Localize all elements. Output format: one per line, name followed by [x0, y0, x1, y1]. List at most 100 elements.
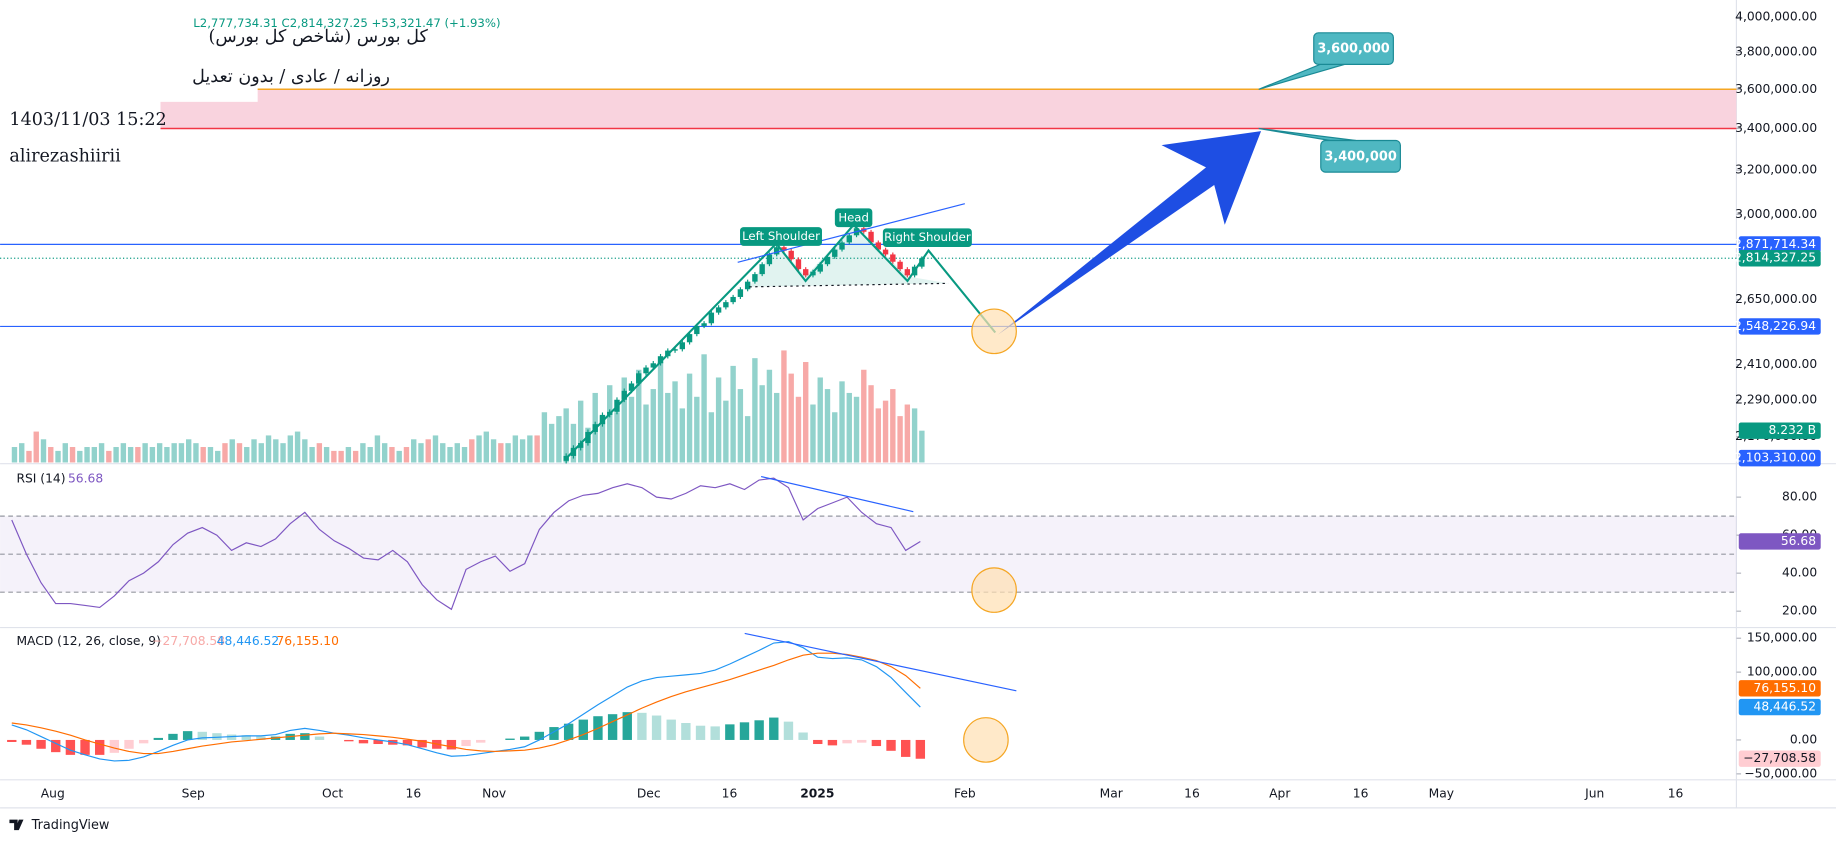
volume-bar [911, 408, 918, 463]
y-tick-label: 3,000,000.00 [1735, 207, 1817, 221]
candle-body [672, 349, 678, 351]
candle-body [919, 258, 925, 267]
macd-histogram-bar [505, 738, 515, 740]
macd-histogram-bar [182, 731, 193, 740]
axis-tag [1738, 680, 1821, 697]
volume-bar [548, 423, 555, 463]
volume-bar [62, 443, 68, 463]
volume-bar [287, 435, 294, 463]
axis-tag-label: 2,548,226.94 [1734, 319, 1816, 333]
rsi-title: RSI (14) [16, 471, 65, 485]
macd-histogram-bar [857, 739, 867, 743]
macd-histogram-bar [813, 739, 823, 745]
candle-body [839, 242, 845, 250]
macd-histogram-bar [622, 712, 632, 740]
macd-value: 48,446.52 [217, 634, 280, 648]
volume-bar [323, 447, 330, 463]
volume-bar [33, 431, 39, 463]
candle-body [788, 250, 794, 260]
logo [9, 819, 24, 831]
candle-body [708, 312, 715, 324]
macd-histogram-bar [769, 717, 779, 740]
axis-tag [1738, 750, 1821, 767]
candle-body [577, 443, 584, 448]
volume-bar [730, 365, 736, 463]
volume-bar [672, 381, 678, 463]
candle-body [890, 254, 896, 262]
volume-bar [106, 450, 112, 463]
x-tick-label: Jun [1584, 786, 1604, 800]
callout-box [1320, 139, 1401, 173]
macd-line [11, 641, 921, 762]
x-tick-label: 16 [1668, 786, 1684, 800]
drawings: Left Shoulder Head Right Shoulder [564, 131, 1262, 763]
volume-bar [164, 447, 170, 463]
volume-bar [273, 439, 279, 463]
x-tick-label: 16 [1353, 786, 1369, 800]
volume-bar [563, 408, 569, 463]
candle-body [766, 254, 773, 265]
y-tick-label: 80.00 [1782, 490, 1817, 504]
volume-bar [469, 439, 475, 463]
macd-histogram-bar [534, 731, 545, 740]
volume-bar [149, 447, 156, 463]
volume-bar [461, 447, 468, 463]
volume-bar [345, 447, 352, 463]
y-tick-label: 150,000.00 [1747, 631, 1817, 645]
callout-label: 3,600,000 [1317, 42, 1389, 57]
volume-bar [352, 450, 359, 463]
candle-body [875, 242, 882, 250]
y-tick-label: 3,400,000.00 [1735, 121, 1817, 135]
volume-bar [185, 439, 192, 463]
volume-bar [853, 396, 860, 463]
candle-body [657, 356, 664, 364]
volume-bar [26, 450, 32, 463]
volume-bar [679, 408, 686, 463]
ohlc-header: L2,777,734.31 C2,814,327.25 +53,321.47 (… [193, 16, 500, 30]
volume-bar [607, 385, 613, 463]
volume-bar [440, 443, 446, 463]
volume-bar [84, 447, 90, 463]
volume-bar [77, 450, 83, 463]
macd-histogram-bar [51, 739, 61, 753]
y-tick-label: 20.00 [1782, 604, 1817, 618]
candle-body [868, 231, 874, 243]
macd-histogram-bar [607, 714, 618, 740]
volume-bar [577, 400, 584, 463]
x-tick-label: Feb [954, 786, 976, 800]
macd-histogram-bar [7, 739, 17, 742]
candle-body [679, 342, 686, 350]
x-tick-label: Apr [1269, 786, 1291, 800]
macd-histogram-bar [417, 739, 427, 748]
volume-bar [556, 416, 562, 463]
macd-histogram-bar [798, 732, 808, 740]
header: L2,777,734.31 C2,814,327.25 +53,321.47 (… [0, 16, 501, 833]
macd-histogram-bar [827, 739, 838, 746]
candle-body [715, 307, 722, 313]
axis-tag-label: 2,814,327.25 [1734, 251, 1816, 265]
rsi-divergence [760, 475, 914, 513]
volume-bar [628, 396, 635, 463]
volume-bar [803, 362, 809, 463]
volume-bar [759, 385, 765, 463]
volume-bar [258, 443, 264, 463]
axis-tag [1738, 318, 1821, 335]
symbol-title: کل بورس (شاخص کل بورس) [208, 27, 428, 47]
macd-histogram-bar [476, 739, 486, 743]
volume-bar [360, 443, 366, 463]
volume-bar [19, 443, 25, 463]
candle-body [599, 414, 606, 425]
x-tick-label: 2025 [800, 786, 834, 800]
axis-tag [1738, 698, 1821, 716]
macd-histogram-bar [519, 736, 530, 740]
volume-bar [737, 389, 744, 463]
tags-layer: 3,600,000 3,400,000 2,871,714.342,814,327.… [1258, 32, 1821, 767]
candle-body [781, 247, 787, 251]
signal-value: 76,155.10 [276, 634, 339, 648]
pattern-label: Right Shoulder [884, 230, 971, 244]
volume-bar [113, 447, 119, 463]
axis-tag-label: 2,103,310.00 [1734, 451, 1816, 465]
timestamp: 1403/11/03 15:22 [9, 110, 166, 130]
volume-bar [686, 373, 693, 463]
